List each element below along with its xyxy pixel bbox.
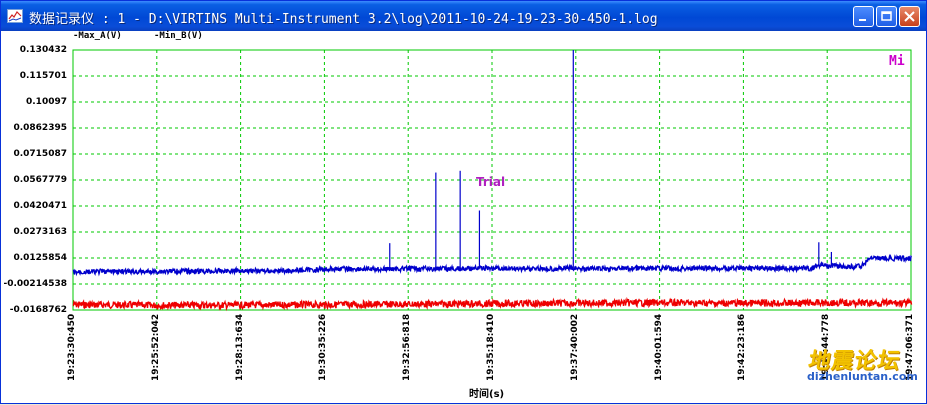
window-title: 数据记录仪 : 1 - D:\VIRTINS Multi-Instrument …: [29, 12, 658, 27]
legend-max-a: -Max_A(V): [73, 31, 122, 41]
mi-marker: Mi: [889, 54, 905, 69]
y-tick-label: 0.0273163: [13, 227, 67, 237]
y-tick-label: 0.10097: [26, 97, 67, 107]
forum-watermark-url: dizhenluntan.com: [807, 370, 918, 383]
legend-min-b: -Min_B(V): [154, 31, 203, 41]
x-axis-label: 时间(s): [469, 389, 505, 400]
x-tick-label: 19:25:52:042: [150, 313, 161, 381]
maximize-button[interactable]: [876, 6, 897, 27]
x-tick-label: 19:40:01:594: [653, 313, 664, 381]
y-tick-label: 0.0567779: [13, 175, 67, 185]
y-tick-label: 0.115701: [19, 71, 67, 81]
y-tick-label: -0.0168762: [9, 305, 67, 315]
title-bar[interactable]: 数据记录仪 : 1 - D:\VIRTINS Multi-Instrument …: [1, 1, 926, 31]
y-tick-label: 0.0862395: [13, 123, 67, 133]
x-tick-label: 19:32:56:818: [402, 313, 413, 381]
y-tick-label: 0.130432: [19, 45, 67, 55]
trial-watermark: Trial: [476, 175, 506, 189]
x-tick-label: 19:23:30:450: [67, 313, 77, 381]
x-tick-label: 19:37:40:002: [569, 313, 580, 381]
close-button[interactable]: [899, 6, 920, 27]
y-tick-label: -0.00214538: [3, 279, 67, 289]
x-tick-label: 19:35:18:410: [486, 313, 496, 381]
x-tick-label: 19:42:23:186: [737, 313, 748, 381]
y-tick-label: 0.0715087: [13, 149, 67, 159]
minimize-button[interactable]: [853, 6, 874, 27]
y-tick-label: 0.0125854: [13, 253, 67, 263]
series-min-b-line: [72, 296, 913, 312]
x-tick-label: 19:28:13:634: [234, 313, 245, 381]
y-tick-label: 0.0420471: [13, 201, 67, 211]
series-max-a-line: [72, 253, 913, 277]
x-tick-label: 19:30:35:226: [318, 313, 329, 381]
data-logger-app-icon: [7, 9, 23, 23]
